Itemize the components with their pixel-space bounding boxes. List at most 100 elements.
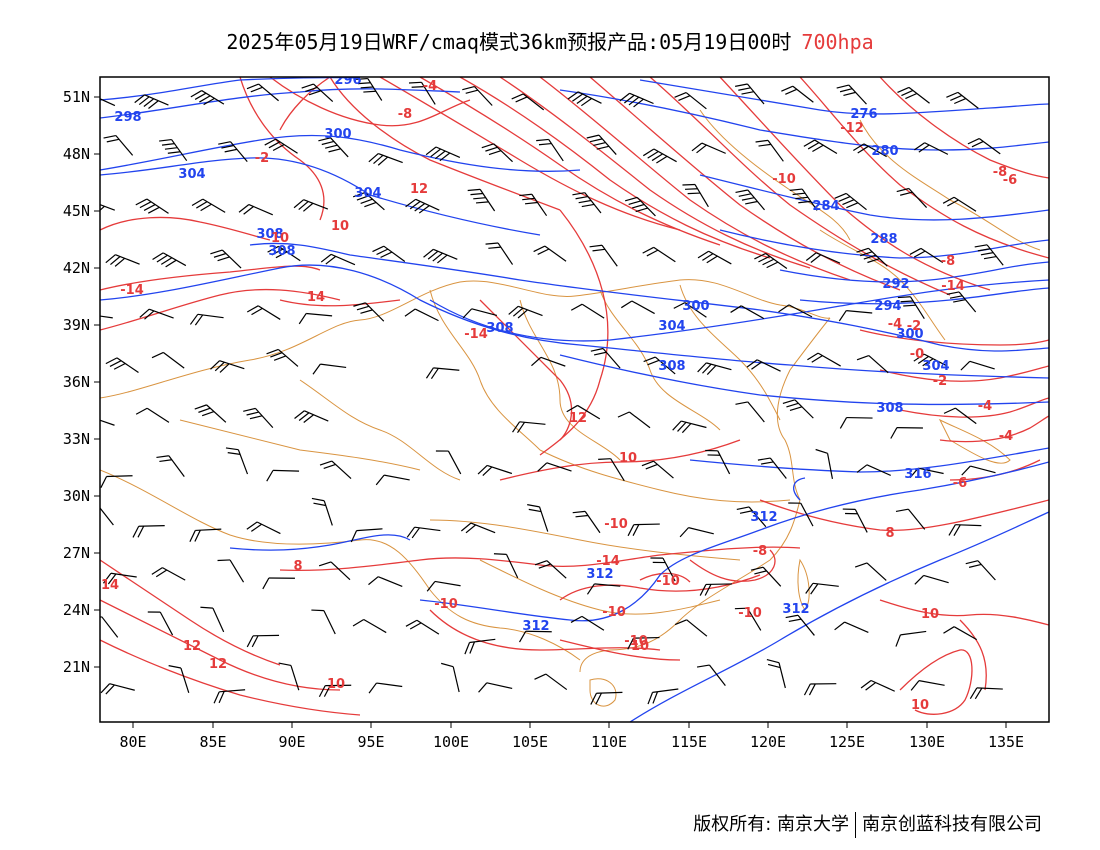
wind-barb — [735, 83, 765, 105]
temperature-contour-line — [499, 77, 811, 269]
wind-barb — [246, 305, 281, 320]
wind-barb — [617, 411, 651, 429]
province-border — [539, 449, 791, 503]
wind-barb — [942, 196, 977, 212]
wind-barb — [536, 138, 564, 162]
temperature-contour-line — [879, 365, 1049, 382]
temperature-contour-line — [689, 549, 776, 582]
wind-barb — [965, 560, 996, 581]
wind-barb — [493, 553, 519, 579]
wind-barb — [426, 580, 461, 592]
temperature-contour-line — [799, 77, 1049, 259]
wind-barb — [100, 683, 135, 695]
temperature-contour-line — [379, 77, 681, 231]
wind-barb — [467, 188, 496, 212]
temperature-contour-line — [879, 599, 1049, 626]
wind-barb — [534, 560, 567, 579]
wind-barb — [567, 91, 602, 107]
wind-barb — [650, 557, 676, 582]
wind-barb — [778, 304, 813, 318]
wind-barb — [139, 308, 174, 320]
wind-barb — [441, 662, 460, 693]
wind-barb — [803, 683, 837, 696]
lon-tick-label: 115E — [671, 733, 707, 751]
wind-barb — [147, 611, 174, 636]
height-contour-label: 308 — [876, 401, 903, 416]
temperature-contour-line — [959, 619, 987, 691]
wind-barb — [890, 427, 923, 439]
lat-tick-label: 39N — [63, 316, 90, 334]
lon-tick-label: 100E — [433, 733, 469, 751]
wind-barb — [319, 460, 352, 480]
wind-barb — [508, 305, 543, 319]
wind-barb — [100, 313, 113, 319]
wind-barb — [159, 138, 188, 162]
temperature-contour-line — [719, 77, 991, 291]
temperature-contour-label: -2 — [907, 319, 921, 334]
map-frame — [99, 76, 1050, 723]
wind-barb — [511, 93, 545, 111]
wind-barb — [856, 464, 891, 476]
wind-barb — [697, 250, 732, 265]
wind-barb — [766, 658, 786, 689]
wind-barb — [105, 254, 140, 267]
temperature-contour-label: -4 — [888, 317, 902, 332]
temperature-contour-label: 10 — [921, 607, 939, 622]
wind-barb — [318, 684, 352, 698]
temperature-contour-label: -6 — [1003, 173, 1017, 188]
temperature-contour-label: 14 — [307, 290, 325, 305]
height-contour-line — [100, 88, 461, 119]
height-contour-line — [229, 534, 411, 551]
temperature-contour-label: -12 — [840, 121, 864, 136]
wind-barb — [746, 359, 781, 372]
wind-barb — [243, 407, 274, 429]
wind-barb — [190, 90, 225, 106]
wind-barb — [909, 467, 944, 479]
wind-barb — [135, 407, 170, 423]
wind-barb — [736, 506, 767, 528]
wind-barb — [462, 85, 493, 106]
wind-barb — [624, 196, 656, 217]
wind-barb — [897, 86, 930, 104]
wind-barb — [691, 142, 726, 154]
wind-barb — [151, 567, 186, 581]
wind-barb — [353, 302, 385, 322]
wind-barb — [943, 407, 977, 425]
wind-barb — [152, 252, 187, 268]
height-contour-label: 316 — [904, 467, 931, 482]
wind-barb — [404, 308, 439, 322]
temperature-contour-line — [899, 397, 1049, 418]
wind-barb — [372, 245, 406, 262]
height-contour-label: 300 — [324, 127, 351, 142]
lat-tick-label: 30N — [63, 487, 90, 505]
wind-barb — [781, 85, 814, 103]
wind-barb — [643, 356, 676, 375]
height-contour-label: 280 — [871, 144, 898, 159]
island-outline — [589, 678, 617, 707]
wind-barb — [100, 94, 116, 107]
wind-barb — [679, 527, 714, 538]
temperature-contour-line — [589, 77, 901, 291]
lat-tick-label: 45N — [63, 202, 90, 220]
wind-barb — [757, 457, 787, 479]
wind-barb — [278, 662, 300, 691]
lon-tick-label: 130E — [909, 733, 945, 751]
wind-barb — [132, 525, 165, 538]
wind-barb — [914, 142, 949, 155]
height-contour-label: 312 — [782, 602, 809, 617]
wind-barb — [586, 134, 617, 155]
wind-barb — [318, 137, 349, 158]
temperature-contour-line — [499, 439, 741, 481]
height-contour-label: 312 — [750, 510, 777, 525]
lon-tick-label: 95E — [357, 733, 384, 751]
temperature-contour-label: 10 — [327, 677, 345, 692]
wind-barb — [674, 619, 708, 637]
wind-barb — [103, 134, 134, 156]
height-contour-label: 304 — [354, 186, 381, 201]
lat-tick-label: 21N — [63, 658, 90, 676]
wind-barb — [168, 665, 190, 693]
height-contour-label: 308 — [256, 227, 283, 242]
height-contour-label: 300 — [682, 299, 709, 314]
height-contour-line — [559, 354, 1049, 406]
